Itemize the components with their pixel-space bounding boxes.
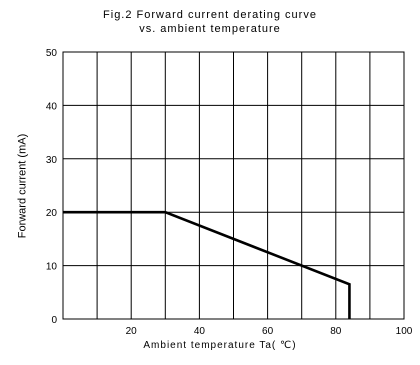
y-tick-label: 0 — [51, 315, 57, 326]
y-tick-label: 10 — [46, 262, 58, 273]
y-axis-label: Forward current (mA) — [15, 133, 28, 238]
x-tick-labels: 20 40 60 80 100 — [126, 326, 413, 337]
series — [63, 210, 351, 319]
x-tick-label: 20 — [126, 326, 138, 337]
y-tick-label: 30 — [46, 155, 58, 166]
y-tick-labels: 0 10 20 30 40 50 — [46, 48, 58, 326]
grid — [63, 51, 405, 319]
derating-line — [63, 210, 351, 319]
y-tick-label: 20 — [46, 208, 58, 219]
x-tick-label: 40 — [194, 326, 206, 337]
plot-frame — [62, 51, 405, 320]
x-axis-label: Ambient temperature Ta( ℃) — [143, 340, 297, 351]
x-tick-label: 80 — [330, 326, 342, 337]
y-tick-label: 40 — [46, 101, 58, 112]
chart-title: Fig.2 Forward current derating curve — [103, 9, 317, 21]
x-tick-label: 60 — [262, 326, 274, 337]
x-tick-label: 100 — [396, 326, 413, 337]
chart-subtitle: vs. ambient temperature — [139, 23, 281, 35]
y-tick-label: 50 — [46, 48, 58, 59]
